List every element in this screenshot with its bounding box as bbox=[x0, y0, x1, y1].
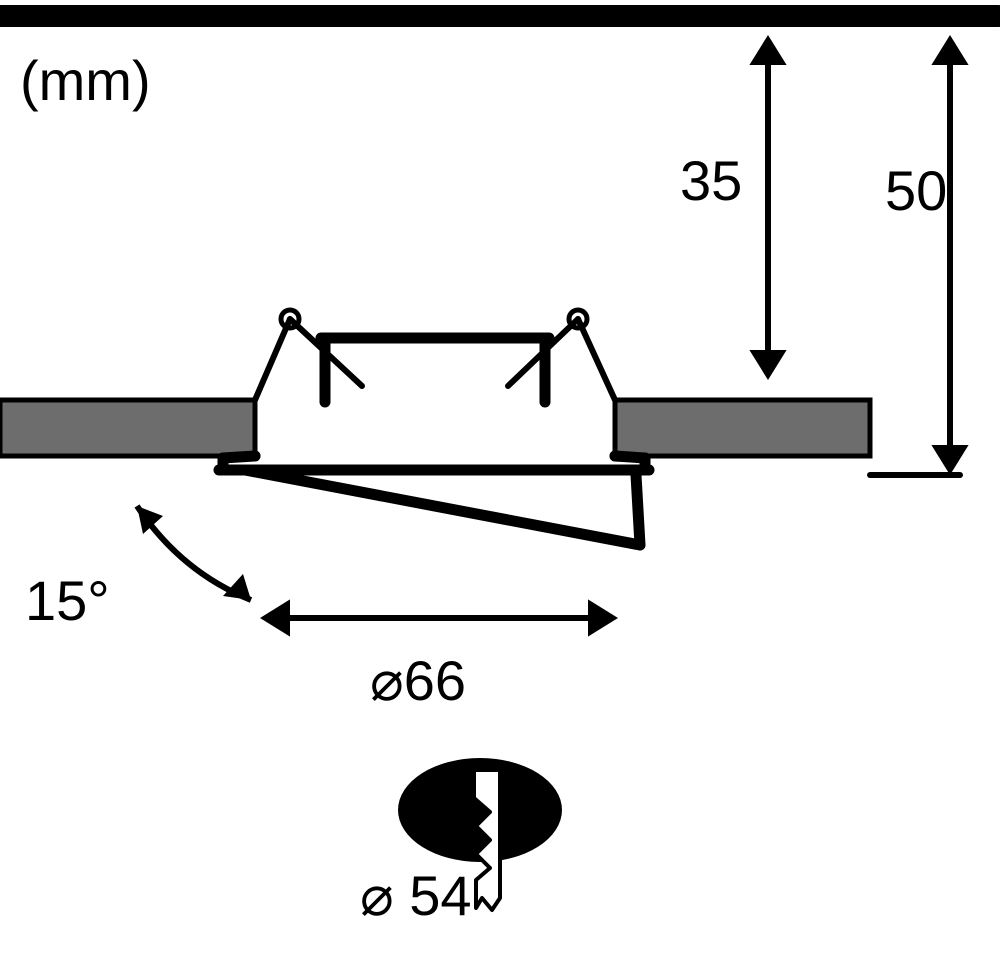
tilt-face bbox=[245, 470, 640, 545]
tilt-angle-label: 15° bbox=[25, 569, 110, 632]
depth-50-label: 50 bbox=[885, 159, 947, 222]
depth-35-label: 35 bbox=[680, 149, 742, 212]
panel-left bbox=[0, 400, 255, 456]
panel-right bbox=[615, 400, 870, 456]
unit-label: (mm) bbox=[20, 49, 151, 112]
outer-diameter-label: ⌀66 bbox=[370, 649, 466, 712]
cutout-diameter-label: ⌀ 54 bbox=[360, 864, 472, 927]
